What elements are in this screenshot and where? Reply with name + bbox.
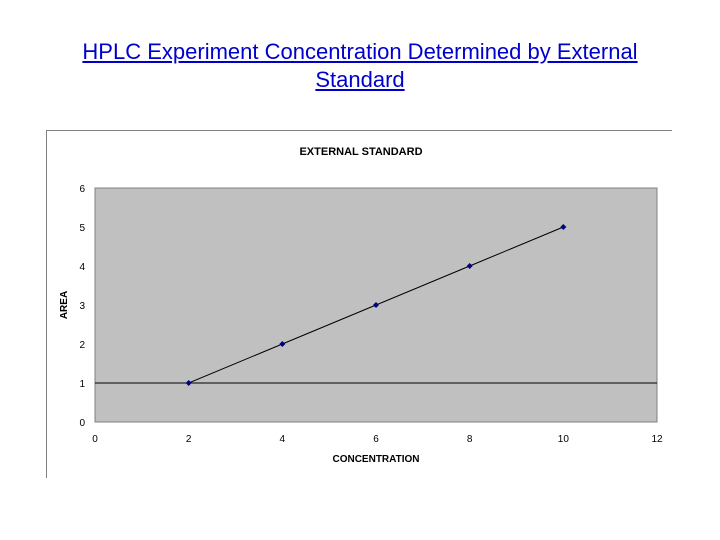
x-tick-label: 0 xyxy=(92,434,98,445)
y-axis-label: AREA xyxy=(59,291,70,319)
y-tick-label: 0 xyxy=(79,418,85,429)
chart-title: EXTERNAL STANDARD xyxy=(299,146,422,158)
y-tick-label: 2 xyxy=(79,340,85,351)
x-tick-label: 12 xyxy=(651,434,663,445)
x-tick-label: 2 xyxy=(186,434,192,445)
x-tick-label: 6 xyxy=(373,434,379,445)
x-tick-label: 10 xyxy=(558,434,570,445)
x-tick-label: 4 xyxy=(280,434,286,445)
data-point xyxy=(185,380,192,386)
x-axis-label: CONCENTRATION xyxy=(332,454,419,465)
y-tick-label: 1 xyxy=(79,379,85,390)
y-tick-label: 4 xyxy=(79,262,85,273)
y-tick-label: 5 xyxy=(79,223,85,234)
slide-title: HPLC Experiment Concentration Determined… xyxy=(82,39,638,92)
data-point xyxy=(373,302,379,308)
data-point xyxy=(279,341,286,347)
data-point xyxy=(466,263,473,269)
y-tick-label: 6 xyxy=(79,184,85,195)
chart-area: EXTERNAL STANDARD 0 1 2 3 4 5 6 0 2 4 6 8 10 12 CONCE… xyxy=(46,130,672,478)
data-point xyxy=(560,224,567,230)
x-tick-label: 8 xyxy=(467,434,473,445)
data-series xyxy=(185,224,567,386)
y-tick-label: 3 xyxy=(79,301,85,312)
